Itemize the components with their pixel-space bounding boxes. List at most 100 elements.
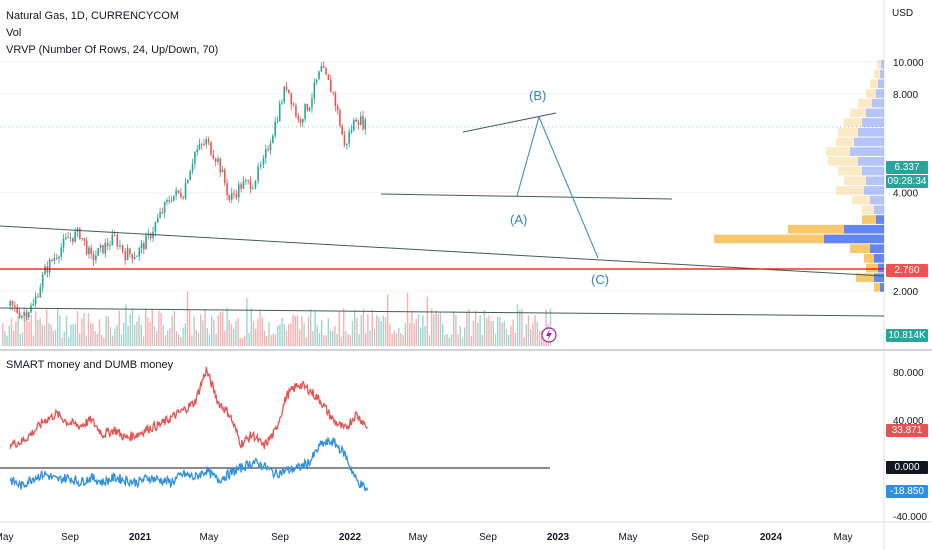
volume-bar [444, 335, 446, 346]
volume-bar [325, 335, 327, 346]
volume-bar [349, 335, 351, 346]
volume-bar [206, 327, 208, 346]
candle-body [184, 183, 187, 199]
neckline[interactable] [380, 193, 673, 200]
price-tick-label: 8.000 [893, 90, 918, 101]
volume-bar [505, 329, 508, 346]
profile-row-up [881, 60, 884, 69]
volume-bar [127, 325, 129, 346]
smart-money-line [9, 435, 369, 492]
price-candles [9, 61, 367, 322]
candle-body [62, 238, 65, 248]
lightning-icon[interactable] [541, 327, 557, 343]
volume-bar [510, 325, 512, 346]
volume-bar [19, 334, 21, 346]
long-trendline[interactable] [0, 225, 885, 277]
candle-body [102, 244, 104, 254]
volume-bar [294, 316, 296, 346]
volume-bar [112, 335, 114, 346]
volume-bar [497, 316, 499, 346]
volume-bar [98, 319, 101, 346]
volume-bar [512, 319, 514, 346]
volume-bar [230, 324, 233, 346]
candle-body [182, 197, 184, 199]
time-tick-label: May [0, 532, 13, 543]
volume-bar [492, 320, 494, 346]
volume-bar [96, 333, 98, 346]
candle-body [58, 256, 60, 259]
profile-row-down [874, 283, 880, 292]
candle-body [306, 104, 309, 111]
candle-body [30, 305, 32, 313]
volume-bar [136, 321, 138, 346]
zero-tag: 0.000 [886, 461, 928, 474]
volume-bar [464, 327, 466, 346]
currency-label: USD [892, 8, 914, 19]
candle-body [21, 316, 23, 318]
candle-body [207, 139, 210, 143]
volume-bar [301, 316, 303, 346]
volume-bar [263, 330, 266, 346]
candle-body [198, 143, 201, 150]
volume-bar [233, 328, 235, 346]
volume-bar [21, 332, 24, 346]
volume-bar [149, 322, 151, 346]
volume-bar [457, 334, 459, 346]
candle-body [194, 152, 196, 164]
volume-bar [413, 323, 415, 346]
candle-body [92, 254, 95, 261]
candle-body [214, 158, 217, 162]
volume-bar [486, 317, 488, 346]
upper-channel-line[interactable] [462, 112, 557, 133]
volume-bar [61, 337, 63, 346]
volume-bar [527, 315, 530, 346]
candle-body [124, 251, 127, 261]
candle-body [170, 200, 173, 202]
candle-body [267, 149, 269, 151]
volume-bar [446, 333, 448, 346]
profile-row-down [826, 147, 850, 156]
wave-label-a: (A) [510, 212, 527, 227]
candle-body [315, 79, 318, 83]
profile-row-up [870, 244, 884, 253]
volume-bar [107, 316, 109, 346]
candle-body [274, 121, 276, 136]
candle-body [327, 74, 330, 80]
candle-body [189, 171, 192, 181]
volume-bar [345, 331, 347, 346]
volume-bar [109, 327, 112, 346]
candle-body [313, 82, 316, 99]
volume-bar [270, 335, 272, 346]
candle-body [140, 243, 143, 249]
volume-bar [461, 337, 464, 346]
volume-bar [158, 310, 160, 346]
volume-bar [439, 312, 442, 346]
candle-body [357, 121, 360, 125]
volume-bar [160, 313, 162, 346]
candle-body [245, 180, 247, 182]
volume-bar [530, 329, 532, 346]
volume-bar [169, 328, 171, 346]
candle-body [138, 248, 141, 257]
price-axis[interactable]: 10.000 8.000 4.000 2.000 [893, 58, 924, 298]
candle-body [69, 237, 72, 239]
wave-projection-line[interactable] [538, 116, 599, 259]
candle-body [364, 119, 367, 130]
volume-bar [378, 316, 380, 346]
volume-bar [490, 320, 492, 346]
time-tick-label: 2022 [339, 532, 362, 543]
candle-body [348, 131, 350, 144]
volume-bar [519, 310, 521, 346]
wave-line[interactable] [516, 116, 540, 197]
candle-body [200, 143, 203, 145]
volume-bar [290, 323, 292, 346]
candle-body [14, 305, 16, 307]
volume-bar [356, 318, 358, 346]
time-axis[interactable]: May Sep 2021 May Sep 2022 May Sep 2023 May Sep 2024… [0, 532, 852, 543]
bottom-trendline[interactable] [0, 307, 885, 317]
volume-bar [43, 325, 46, 346]
time-tick-label: 2024 [760, 532, 783, 543]
candle-body [9, 300, 11, 306]
